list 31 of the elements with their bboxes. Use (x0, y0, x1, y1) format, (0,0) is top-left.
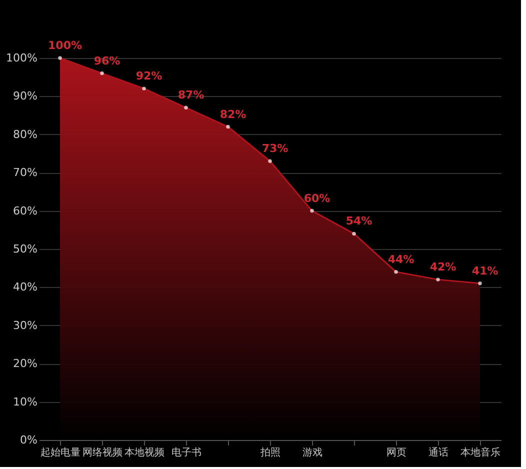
data-label: 100% (48, 39, 82, 52)
data-label: 44% (388, 252, 414, 266)
x-tick-label: 网页 (386, 448, 406, 458)
x-tick-label: 本地视频 (124, 446, 164, 458)
data-label: 92% (136, 70, 162, 83)
x-tick-label: 通话 (428, 446, 448, 458)
y-tick-label: 90% (13, 90, 38, 103)
x-tick-label: 电子书 (172, 446, 202, 458)
data-label: 41% (472, 264, 498, 278)
x-tick-label: 游戏 (302, 446, 322, 458)
data-label: 42% (430, 260, 456, 274)
data-label: 60% (304, 192, 330, 205)
y-tick-label: 20% (13, 357, 38, 370)
y-tick-label: 40% (13, 280, 38, 294)
y-tick-label: 80% (13, 128, 38, 141)
y-tick-label: 10% (13, 395, 38, 408)
data-label: 87% (178, 88, 204, 102)
x-tick-label: 起始电量 (40, 446, 80, 458)
x-tick-label: 网络视频 (82, 446, 122, 458)
data-label: 54% (346, 214, 372, 228)
y-tick-label: 100% (6, 52, 38, 64)
data-label: 82% (220, 108, 246, 121)
x-tick-label: 拍照 (260, 446, 280, 458)
y-tick-label: 30% (13, 318, 38, 332)
y-tick-label: 50% (13, 242, 38, 256)
data-label: 96% (94, 54, 120, 68)
data-label: 73% (262, 142, 288, 156)
y-tick-label: 0% (20, 434, 38, 446)
y-tick-label: 60% (13, 204, 38, 218)
y-tick-label: 70% (13, 166, 38, 180)
x-tick-label: 本地音乐 (460, 446, 500, 458)
